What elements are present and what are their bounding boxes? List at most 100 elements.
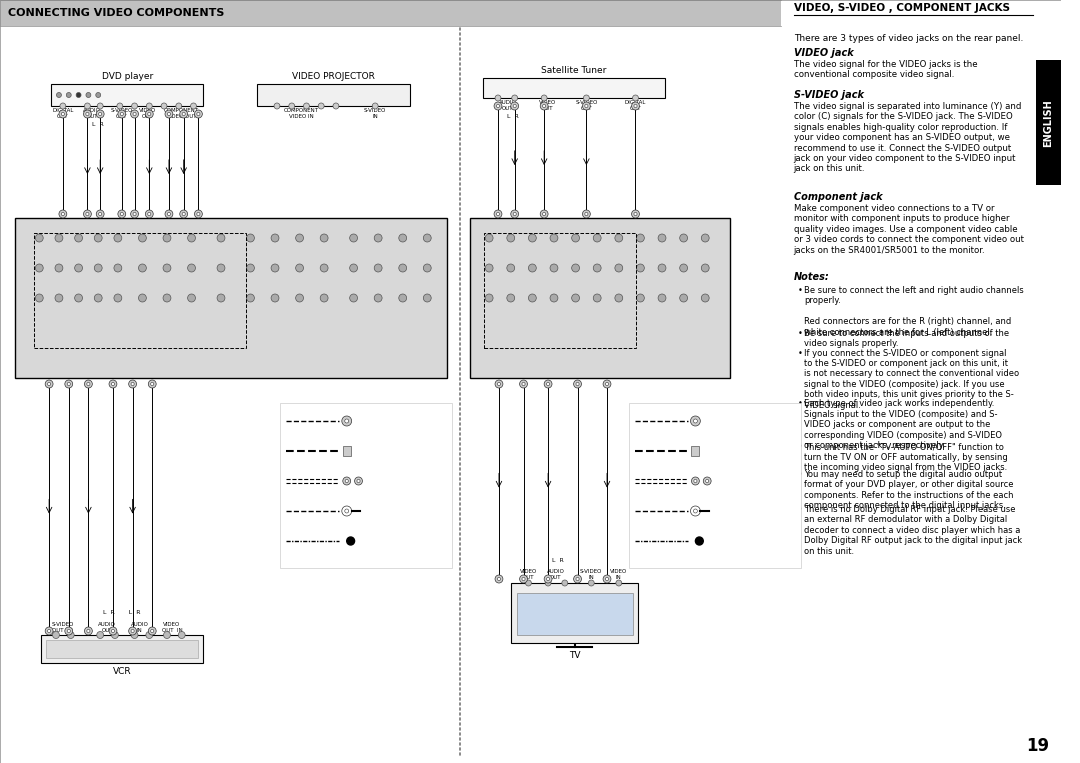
Text: •: • (797, 329, 802, 338)
Circle shape (167, 112, 171, 116)
Circle shape (59, 103, 66, 109)
Circle shape (399, 234, 407, 242)
Circle shape (98, 212, 102, 216)
Circle shape (83, 110, 92, 118)
Text: S-VIDEO
OUT: S-VIDEO OUT (576, 100, 597, 111)
Circle shape (84, 627, 92, 635)
Circle shape (584, 212, 588, 216)
Text: AUDIO
OUT: AUDIO OUT (98, 622, 116, 633)
Text: The video signal for the VIDEO jacks is the
conventional composite video signal.: The video signal for the VIDEO jacks is … (794, 60, 977, 79)
Circle shape (188, 264, 195, 272)
Text: S-VIDEO
IN: S-VIDEO IN (364, 108, 387, 119)
Circle shape (151, 629, 153, 633)
Circle shape (161, 103, 167, 109)
Circle shape (45, 380, 53, 388)
Circle shape (616, 580, 622, 586)
Circle shape (183, 212, 186, 216)
Circle shape (148, 627, 157, 635)
Text: CONNECTING VIDEO COMPONENTS: CONNECTING VIDEO COMPONENTS (8, 8, 225, 18)
Circle shape (546, 578, 550, 581)
Text: VIDEO
IN: VIDEO IN (610, 569, 627, 580)
Circle shape (690, 506, 700, 516)
Circle shape (696, 537, 703, 545)
Text: L  R: L R (507, 114, 518, 119)
Circle shape (701, 294, 710, 302)
Circle shape (146, 632, 152, 639)
Circle shape (550, 264, 558, 272)
Circle shape (131, 382, 134, 385)
Circle shape (701, 234, 710, 242)
Circle shape (693, 419, 698, 423)
Circle shape (507, 234, 515, 242)
Circle shape (163, 294, 171, 302)
Circle shape (497, 212, 500, 216)
Text: Analog Audio: Analog Audio (713, 477, 770, 485)
Circle shape (584, 105, 588, 108)
Circle shape (350, 264, 357, 272)
Circle shape (48, 629, 51, 633)
Circle shape (36, 234, 43, 242)
Circle shape (36, 264, 43, 272)
Circle shape (636, 234, 645, 242)
Circle shape (113, 264, 122, 272)
Circle shape (188, 234, 195, 242)
Circle shape (347, 537, 354, 545)
Text: •: • (797, 470, 802, 479)
Circle shape (147, 103, 152, 109)
Text: There are 3 types of video jacks on the rear panel.: There are 3 types of video jacks on the … (794, 34, 1023, 43)
Circle shape (296, 294, 303, 302)
Circle shape (494, 210, 502, 218)
Circle shape (97, 103, 103, 109)
Circle shape (691, 477, 700, 485)
Text: AUDIO
OUT: AUDIO OUT (499, 100, 516, 111)
Circle shape (217, 294, 225, 302)
Text: DVD player: DVD player (102, 72, 153, 81)
Circle shape (274, 103, 280, 109)
Circle shape (109, 380, 117, 388)
Circle shape (679, 294, 688, 302)
Circle shape (497, 105, 500, 108)
Circle shape (495, 575, 503, 583)
Circle shape (194, 110, 202, 118)
Circle shape (603, 380, 611, 388)
Text: Be sure to connect the inputs and outputs of the
video signals properly.: Be sure to connect the inputs and output… (805, 329, 1010, 349)
Circle shape (96, 210, 104, 218)
Circle shape (632, 102, 639, 110)
Circle shape (94, 264, 103, 272)
Circle shape (118, 210, 125, 218)
Circle shape (634, 105, 637, 108)
Circle shape (84, 380, 92, 388)
Circle shape (113, 234, 122, 242)
Bar (470, 218, 730, 378)
Circle shape (75, 264, 82, 272)
Circle shape (178, 632, 185, 639)
Circle shape (522, 382, 525, 385)
Circle shape (319, 103, 324, 109)
Text: COMPONENT
VIDEO IN: COMPONENT VIDEO IN (284, 108, 319, 119)
Circle shape (576, 578, 579, 581)
Circle shape (96, 110, 104, 118)
Circle shape (705, 479, 708, 483)
Bar (483, 78, 665, 98)
Circle shape (571, 264, 580, 272)
Circle shape (540, 210, 548, 218)
Circle shape (540, 102, 548, 110)
Text: S-VIDEO
OUT: S-VIDEO OUT (110, 108, 133, 119)
Circle shape (636, 264, 645, 272)
Circle shape (507, 264, 515, 272)
Circle shape (606, 382, 609, 385)
Circle shape (183, 112, 186, 116)
Circle shape (146, 210, 153, 218)
Circle shape (271, 234, 279, 242)
Circle shape (511, 102, 518, 110)
Circle shape (545, 580, 551, 586)
Text: VIDEO, S-VIDEO , COMPONENT JACKS: VIDEO, S-VIDEO , COMPONENT JACKS (794, 3, 1010, 13)
Circle shape (246, 264, 255, 272)
Circle shape (320, 264, 328, 272)
Text: S-VIDEO
IN: S-VIDEO IN (580, 569, 603, 580)
Circle shape (633, 95, 638, 101)
Circle shape (375, 234, 382, 242)
Circle shape (53, 632, 59, 639)
Circle shape (132, 103, 137, 109)
Circle shape (593, 264, 602, 272)
